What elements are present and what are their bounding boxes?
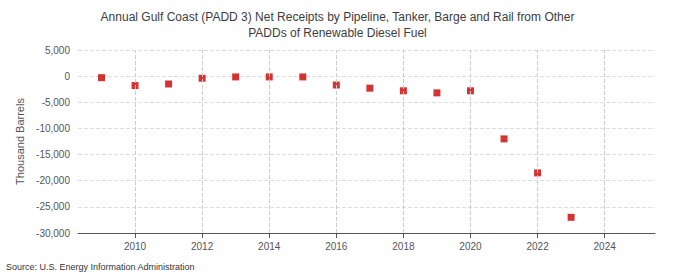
svg-text:-5,000: -5,000 <box>42 97 71 108</box>
svg-text:2020: 2020 <box>459 241 482 252</box>
svg-text:2014: 2014 <box>258 241 281 252</box>
svg-text:2018: 2018 <box>392 241 415 252</box>
svg-text:2012: 2012 <box>191 241 214 252</box>
svg-text:2010: 2010 <box>124 241 147 252</box>
svg-text:2016: 2016 <box>325 241 348 252</box>
svg-text:Source: U.S. Energy Informatio: Source: U.S. Energy Information Administ… <box>6 262 195 272</box>
svg-text:-25,000: -25,000 <box>36 201 70 212</box>
svg-text:Thousand Barrels: Thousand Barrels <box>14 98 26 185</box>
svg-text:5,000: 5,000 <box>45 45 70 56</box>
svg-text:2022: 2022 <box>526 241 549 252</box>
svg-text:-20,000: -20,000 <box>36 175 70 186</box>
svg-text:-15,000: -15,000 <box>36 149 70 160</box>
svg-text:PADDs of Renewable Diesel Fuel: PADDs of Renewable Diesel Fuel <box>248 26 427 40</box>
svg-text:0: 0 <box>64 71 70 82</box>
svg-text:-30,000: -30,000 <box>36 228 70 239</box>
svg-text:Annual Gulf Coast (PADD 3) Net: Annual Gulf Coast (PADD 3) Net Receipts … <box>101 10 575 24</box>
svg-text:-10,000: -10,000 <box>36 123 70 134</box>
svg-text:2024: 2024 <box>594 241 617 252</box>
